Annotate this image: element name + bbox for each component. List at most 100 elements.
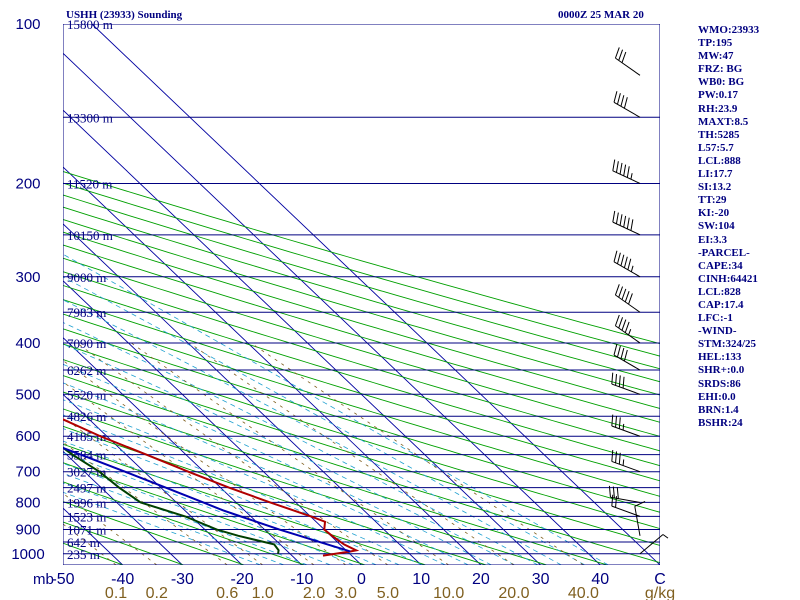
mixing-ratio-tick-label: 5.0 [377, 585, 399, 600]
dry-adiabat-line [63, 231, 660, 409]
pressure-tick-label: 400 [15, 335, 40, 352]
wind-barb-flag [613, 250, 618, 262]
wind-barb-flag [630, 219, 634, 231]
wind-barb-flag [621, 319, 627, 331]
temperature-axis-end-label: C [654, 571, 666, 588]
pressure-tick-label: 200 [15, 175, 40, 192]
wind-barb-flag [626, 217, 630, 229]
isotherm-line [63, 52, 601, 565]
wind-barb [614, 284, 641, 313]
isotherm-line [63, 564, 64, 565]
wind-barb-flag [618, 317, 624, 329]
wind-barb-flag [614, 314, 620, 326]
wind-barbs [608, 47, 669, 555]
wind-barb [613, 343, 641, 371]
wind-barb-flag [627, 258, 632, 270]
moist-adiabat-line [63, 473, 308, 565]
pressure-tick-label: 500 [15, 386, 40, 403]
wind-barb-flag [623, 256, 628, 268]
height-label: 9000 m [67, 270, 106, 285]
mixing-ratio-tick-label: 40.0 [568, 585, 599, 600]
isotherm-line [63, 223, 422, 565]
isotherm-line [63, 166, 482, 565]
dry-adiabat-line [63, 206, 660, 383]
stat-line: CAPE:34 [698, 259, 743, 272]
wind-barb-flag [613, 343, 618, 356]
wind-barb [639, 534, 669, 555]
wind-barb-flag [623, 97, 628, 109]
wind-barb-flag [615, 161, 619, 173]
wind-barb-flag [623, 215, 627, 228]
parcel-line [63, 446, 351, 553]
wind-barb-staff [612, 221, 641, 236]
moist-adiabat-line [63, 322, 539, 565]
dry-adiabat-line [63, 501, 245, 565]
wind-barb-staff [615, 325, 641, 344]
wind-barb-flag [634, 500, 646, 507]
wind-barb-flag [624, 291, 630, 303]
wind-barb-flag [618, 375, 621, 387]
wind-barb-staff [613, 354, 641, 371]
stats-panel: WMO:23933 TP:195 MW:47 FRZ: BG WB0: BG PW:0.1… [698, 24, 798, 430]
wind-barb-flag [628, 293, 633, 305]
pressure-tick-label: 1000 [11, 546, 44, 563]
moist-adiabat-line [63, 440, 377, 565]
wind-barb [614, 314, 641, 344]
stat-line: SRDS:86 [698, 377, 741, 390]
mixing-ratio-line [63, 381, 315, 565]
dry-adiabat-line [63, 359, 660, 546]
wind-barb-flag [618, 286, 624, 298]
stat-line: SHR+:0.0 [698, 364, 745, 377]
wind-barb-flag [615, 373, 618, 386]
dry-adiabat-line [63, 219, 660, 396]
pressure-tick-label: 700 [15, 464, 40, 481]
wind-barb-staff [611, 505, 641, 517]
wind-barb [611, 450, 641, 473]
dry-adiabat-line [63, 443, 426, 565]
stat-line: LI:17.7 [698, 168, 733, 181]
dry-adiabat-line [63, 299, 660, 482]
stat-line: EI:3.3 [698, 233, 728, 246]
wind-barb-flag [620, 347, 625, 360]
stat-line: LCL:828 [698, 285, 741, 298]
wind-barb-staff [639, 534, 664, 555]
moist-adiabat-line [63, 276, 585, 565]
height-label: 3584 m [67, 448, 106, 463]
moist-adiabat-line [63, 452, 354, 565]
mixing-ratio-line [76, 342, 389, 565]
wind-barb-flag [619, 214, 623, 226]
isotherm-line [63, 450, 183, 565]
dry-adiabat-line [63, 481, 305, 565]
height-label: 5520 m [67, 387, 106, 402]
pressure-tick-label: 800 [15, 494, 40, 511]
stat-line: -PARCEL- [698, 246, 750, 259]
dry-adiabat-line [63, 284, 660, 467]
isotherm-line [63, 393, 243, 565]
temperature-tick-label: -10 [290, 571, 313, 588]
height-label: 2497 m [67, 481, 106, 496]
isotherm-line [63, 280, 362, 565]
wind-barb-flag [620, 254, 625, 266]
stat-line: LCL:888 [698, 154, 741, 167]
dry-adiabat-line [63, 408, 548, 565]
wind-barb-flag [615, 415, 618, 428]
stat-line: EHI:0.0 [698, 390, 736, 403]
dry-adiabat-line [63, 313, 660, 497]
height-label: 1996 m [67, 495, 106, 510]
mixing-ratio-tick-label: 3.0 [335, 585, 357, 600]
pressure-tick-label: 900 [15, 522, 40, 539]
mixing-ratio-tick-label: 20.0 [498, 585, 529, 600]
wind-barb-flag [628, 328, 632, 336]
wind-barb [608, 485, 641, 503]
wind-barb [613, 250, 641, 278]
wind-barb-staff [613, 261, 641, 278]
wind-barb [613, 91, 641, 118]
wind-barb-flag [662, 534, 669, 539]
mixing-ratio-tick-label: 0.1 [105, 585, 127, 600]
mixing-ratio-tick-label: 2.0 [303, 585, 325, 600]
height-label: 1071 m [67, 523, 106, 538]
temperature-tick-label: 10 [412, 571, 430, 588]
dry-adiabat-line [63, 182, 660, 357]
moist-adiabat-line [63, 414, 423, 565]
mixing-ratio-line [189, 342, 515, 565]
